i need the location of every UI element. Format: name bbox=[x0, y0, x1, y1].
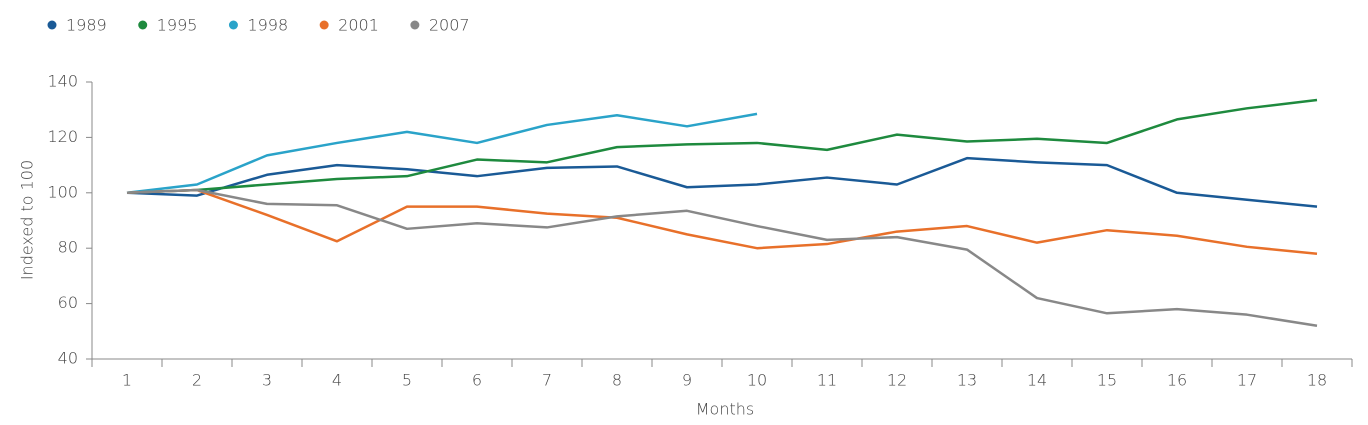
x-tick-label: 13 bbox=[957, 371, 977, 390]
y-axis-label: Indexed to 100 bbox=[18, 160, 37, 280]
y-tick-label: 140 bbox=[47, 72, 78, 91]
x-tick-label: 17 bbox=[1237, 371, 1257, 390]
line-series bbox=[126, 112, 758, 195]
line-series bbox=[126, 188, 1318, 327]
legend-marker bbox=[410, 20, 420, 30]
x-tick-label: 3 bbox=[262, 371, 272, 390]
line-series bbox=[126, 98, 1318, 195]
x-axis-label: Months bbox=[696, 400, 754, 419]
y-tick-label: 60 bbox=[58, 293, 78, 312]
legend-marker bbox=[47, 20, 57, 30]
legend-marker bbox=[228, 20, 238, 30]
x-tick-label: 2 bbox=[192, 371, 202, 390]
x-tick-label: 14 bbox=[1027, 371, 1047, 390]
x-tick-label: 11 bbox=[817, 371, 837, 390]
x-tick-label: 1 bbox=[122, 371, 132, 390]
legend-label: 1989 bbox=[66, 16, 107, 35]
y-tick-label: 40 bbox=[58, 349, 78, 368]
y-tick-label: 120 bbox=[47, 127, 78, 146]
x-tick-label: 5 bbox=[402, 371, 412, 390]
legend-marker bbox=[138, 20, 148, 30]
legend-label: 1995 bbox=[157, 16, 198, 35]
x-tick-label: 15 bbox=[1097, 371, 1117, 390]
line-series bbox=[126, 156, 1318, 208]
x-tick-label: 16 bbox=[1167, 371, 1187, 390]
line-series bbox=[126, 188, 1318, 255]
x-tick-label: 8 bbox=[612, 371, 622, 390]
x-tick-label: 9 bbox=[682, 371, 692, 390]
x-tick-label: 4 bbox=[332, 371, 342, 390]
legend-marker bbox=[319, 20, 329, 30]
y-tick-label: 100 bbox=[47, 182, 78, 201]
y-tick-label: 80 bbox=[58, 238, 78, 257]
x-tick-label: 12 bbox=[887, 371, 907, 390]
legend-label: 2001 bbox=[338, 16, 379, 35]
legend-label: 2007 bbox=[429, 16, 470, 35]
x-tick-label: 6 bbox=[472, 371, 482, 390]
x-tick-label: 18 bbox=[1307, 371, 1327, 390]
x-tick-label: 10 bbox=[747, 371, 767, 390]
legend-label: 1998 bbox=[247, 16, 288, 35]
x-tick-label: 7 bbox=[542, 371, 552, 390]
